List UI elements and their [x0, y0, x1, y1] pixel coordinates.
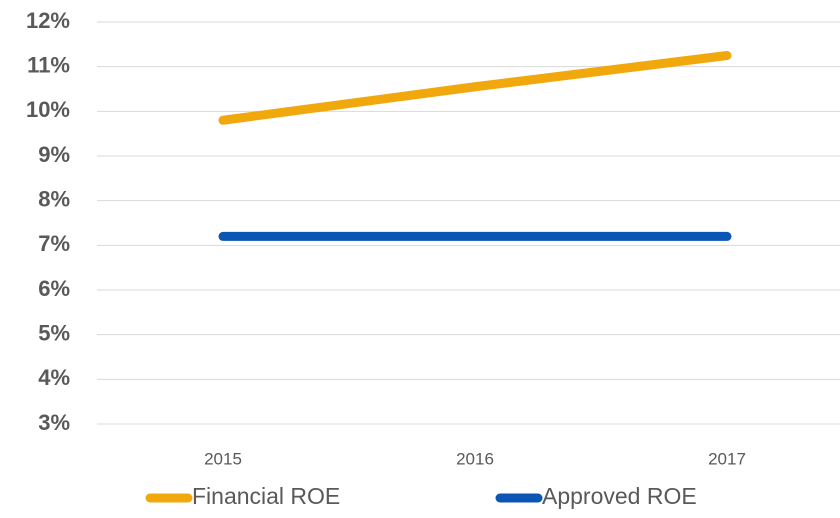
y-tick-label: 7% — [38, 231, 70, 256]
y-tick-label: 11% — [27, 52, 70, 77]
x-tick-label: 2017 — [708, 449, 746, 468]
x-tick-label: 2016 — [456, 449, 494, 468]
series-line — [218, 51, 732, 125]
y-tick-label: 12% — [26, 8, 70, 33]
x-tick-label: 2015 — [204, 449, 242, 468]
y-tick-label: 5% — [38, 320, 70, 345]
y-tick-label: 3% — [38, 410, 70, 435]
y-tick-label: 4% — [38, 365, 70, 390]
legend-label: Approved ROE — [542, 483, 697, 509]
y-tick-label: 10% — [26, 97, 70, 122]
y-tick-label: 6% — [38, 276, 70, 301]
legend-label: Financial ROE — [192, 483, 340, 509]
y-tick-label: 9% — [38, 142, 70, 167]
y-tick-label: 8% — [38, 186, 70, 211]
